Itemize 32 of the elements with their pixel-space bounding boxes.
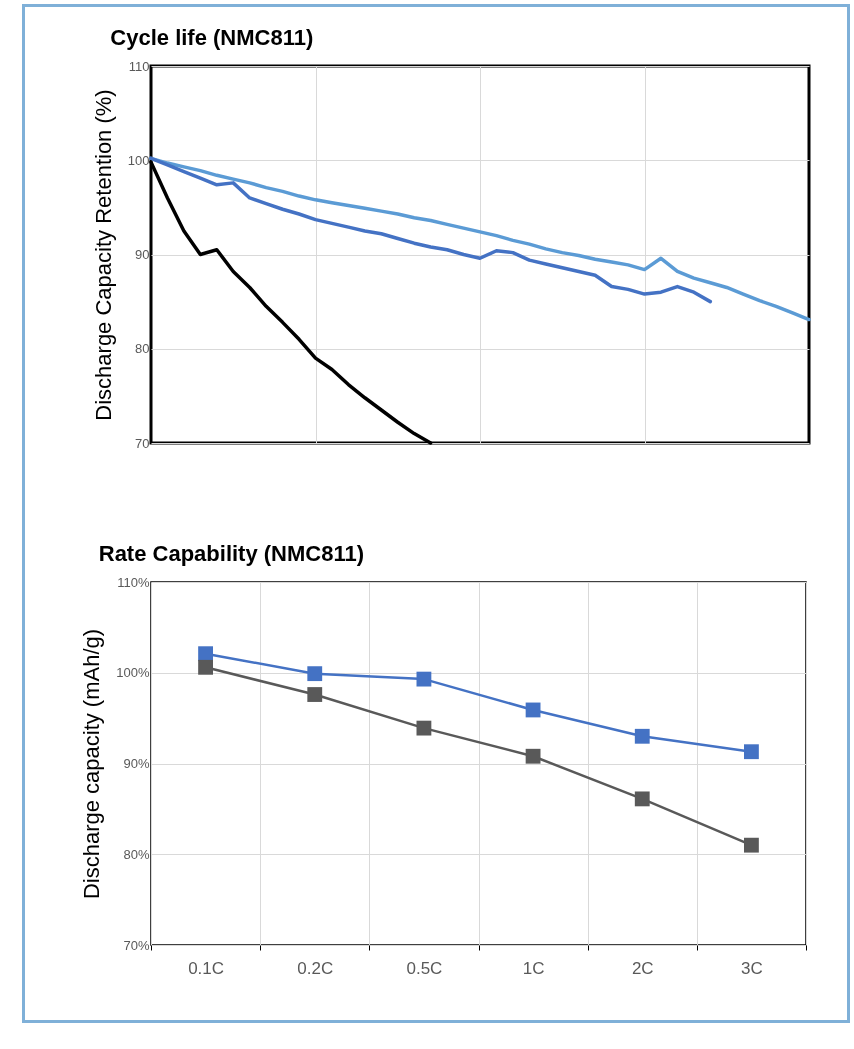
- point: [416, 720, 432, 736]
- y-tick-label: 90: [135, 247, 150, 262]
- y-tick-label: 110%: [117, 574, 150, 590]
- chart-title: Cycle life (NMC811): [110, 25, 314, 50]
- y-tick-label: 80: [135, 341, 150, 357]
- y-axis-title: Discharge capacity (mAh/g): [79, 628, 105, 900]
- point: [307, 666, 323, 682]
- y-tick-label: 70%: [123, 937, 150, 953]
- line-series: [149, 156, 713, 304]
- point: [416, 671, 432, 687]
- y-tick-label: 90%: [123, 756, 150, 771]
- x-tick-label: 1C: [522, 958, 545, 978]
- y-tick-label: 100: [127, 152, 150, 168]
- point: [198, 659, 213, 675]
- point: [307, 687, 323, 702]
- x-tick-label: 0.1C: [188, 958, 225, 978]
- y-axis-title: Discharge Capacity Retention (%): [90, 89, 116, 421]
- point: [634, 791, 650, 807]
- point: [525, 748, 541, 764]
- y-tick-label: 80%: [123, 846, 150, 862]
- y-tick-label: 110: [128, 58, 150, 74]
- x-tick-label: 2C: [631, 958, 654, 978]
- point: [198, 646, 213, 662]
- point: [634, 728, 650, 744]
- y-tick-label: 100%: [116, 665, 150, 681]
- chart-title: Rate Capability (NMC811): [98, 541, 365, 566]
- point: [744, 744, 759, 760]
- x-tick-label: 3C: [741, 958, 763, 978]
- x-tick-label: 0.2C: [297, 958, 334, 978]
- y-tick-label: 70: [135, 435, 150, 451]
- x-tick-label: 0.5C: [406, 958, 443, 978]
- point: [744, 837, 759, 853]
